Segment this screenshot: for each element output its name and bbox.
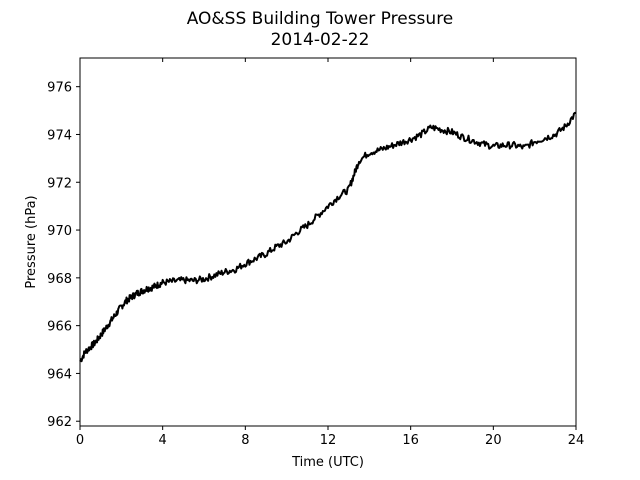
x-tick-label: 0 — [76, 433, 84, 448]
y-tick-label: 964 — [47, 367, 72, 382]
x-tick-label: 8 — [241, 433, 249, 448]
y-tick-label: 974 — [47, 128, 72, 143]
x-tick-label: 16 — [402, 433, 419, 448]
chart-title: AO&SS Building Tower Pressure — [187, 9, 454, 29]
y-axis: 962 964 966 968 970 972 974 976 — [47, 81, 80, 430]
y-tick-label: 970 — [47, 224, 72, 239]
x-tick-label: 24 — [568, 433, 585, 448]
plot-area: 0 4 8 12 16 20 24 962 964 966 968 970 972 974 976 — [47, 57, 584, 448]
x-axis-label: Time (UTC) — [291, 455, 364, 470]
x-axis: 0 4 8 12 16 20 24 — [76, 58, 584, 448]
plot-frame — [79, 57, 577, 427]
pressure-series-line — [79, 111, 577, 363]
chart-subtitle: 2014-02-22 — [271, 30, 370, 50]
x-tick-label: 20 — [485, 433, 502, 448]
x-tick-label: 12 — [320, 433, 337, 448]
y-tick-label: 962 — [47, 415, 72, 430]
y-tick-label: 976 — [47, 81, 72, 96]
y-tick-label: 966 — [47, 320, 72, 335]
y-axis-label: Pressure (hPa) — [24, 195, 39, 288]
x-tick-label: 4 — [159, 433, 167, 448]
y-tick-label: 972 — [47, 176, 72, 191]
y-tick-label: 968 — [47, 272, 72, 287]
